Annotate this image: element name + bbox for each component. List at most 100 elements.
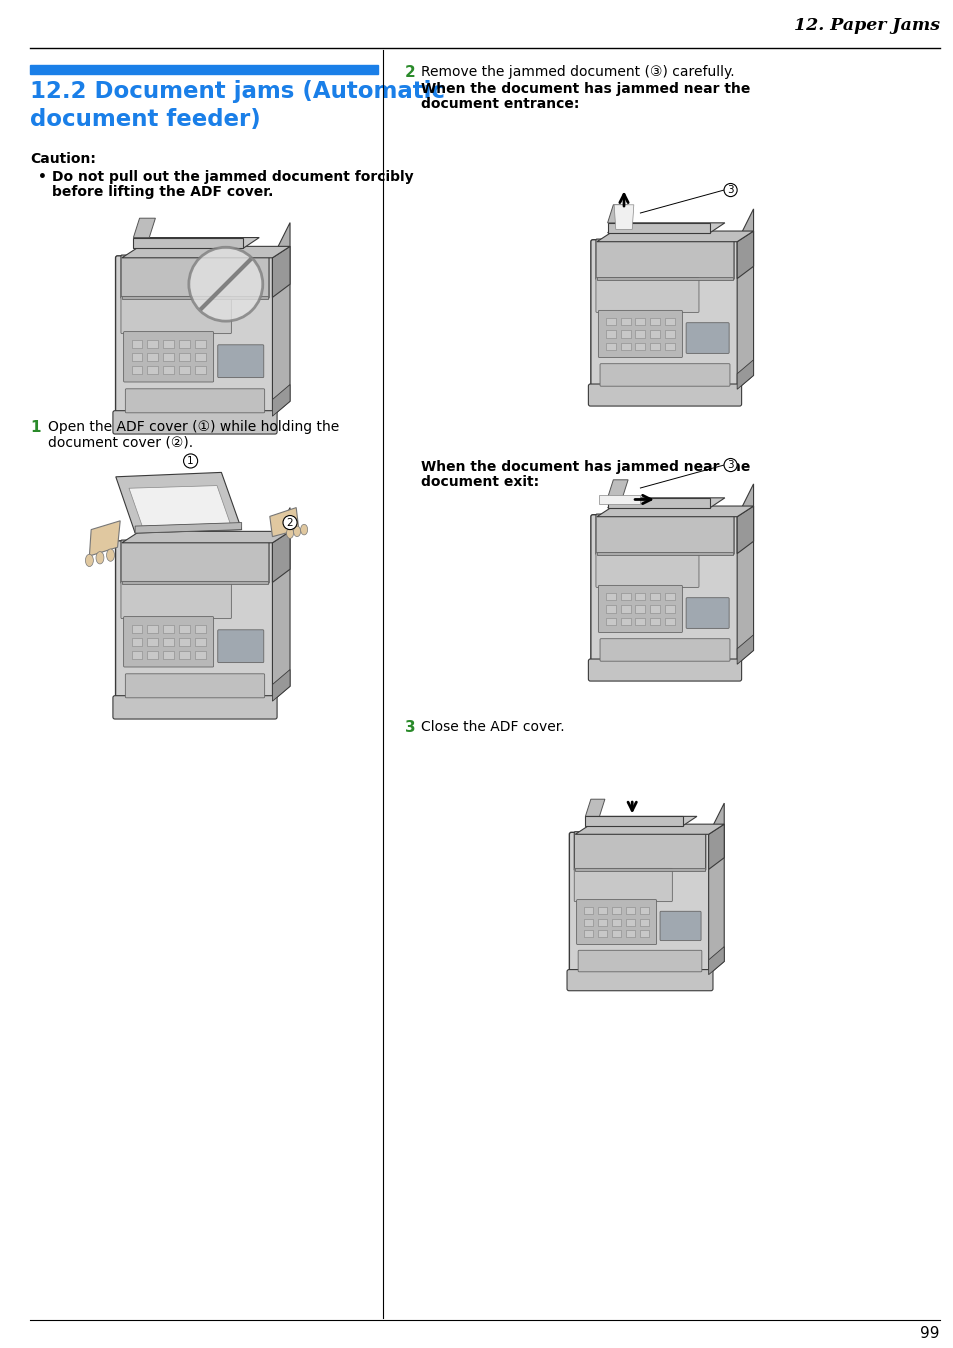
FancyBboxPatch shape <box>121 541 269 584</box>
Polygon shape <box>273 384 290 417</box>
FancyBboxPatch shape <box>112 696 276 718</box>
Polygon shape <box>614 205 633 229</box>
FancyBboxPatch shape <box>217 630 263 663</box>
FancyBboxPatch shape <box>576 899 656 945</box>
FancyBboxPatch shape <box>598 585 681 632</box>
Bar <box>598 930 607 937</box>
Polygon shape <box>90 520 120 555</box>
Bar <box>148 638 158 646</box>
Bar <box>148 353 158 361</box>
Bar <box>635 342 644 350</box>
Polygon shape <box>575 868 704 871</box>
Bar <box>639 930 649 937</box>
FancyBboxPatch shape <box>588 659 740 681</box>
Polygon shape <box>598 495 639 504</box>
FancyBboxPatch shape <box>112 411 276 434</box>
Polygon shape <box>273 670 290 701</box>
FancyBboxPatch shape <box>115 541 274 704</box>
FancyBboxPatch shape <box>599 364 729 386</box>
Polygon shape <box>273 508 290 701</box>
Polygon shape <box>708 803 723 975</box>
Text: document cover (②).: document cover (②). <box>48 435 193 449</box>
Bar <box>194 367 205 373</box>
FancyBboxPatch shape <box>217 345 263 377</box>
Ellipse shape <box>286 528 294 538</box>
Circle shape <box>189 247 262 321</box>
Bar <box>132 340 142 348</box>
Bar <box>650 330 659 337</box>
Bar <box>620 605 630 612</box>
Polygon shape <box>607 497 709 508</box>
FancyBboxPatch shape <box>590 240 739 391</box>
Circle shape <box>183 454 197 468</box>
Bar <box>598 907 607 914</box>
Polygon shape <box>708 824 723 869</box>
Bar <box>625 918 635 926</box>
Bar <box>132 638 142 646</box>
Bar <box>179 340 190 348</box>
FancyBboxPatch shape <box>124 332 213 381</box>
Bar <box>179 353 190 361</box>
Bar <box>650 605 659 612</box>
Ellipse shape <box>294 526 300 537</box>
FancyBboxPatch shape <box>574 832 705 871</box>
Bar <box>605 593 615 600</box>
Polygon shape <box>607 222 709 233</box>
Bar <box>635 318 644 325</box>
Bar <box>620 593 630 600</box>
Bar <box>611 918 620 926</box>
Bar <box>179 367 190 373</box>
Polygon shape <box>607 497 724 508</box>
Polygon shape <box>133 237 243 248</box>
Ellipse shape <box>107 549 114 561</box>
Bar <box>194 353 205 361</box>
Polygon shape <box>607 480 627 497</box>
FancyBboxPatch shape <box>574 868 672 902</box>
Polygon shape <box>129 485 230 526</box>
Polygon shape <box>597 551 732 555</box>
Text: 2: 2 <box>405 65 416 80</box>
Bar <box>664 593 674 600</box>
Circle shape <box>723 458 737 472</box>
Bar <box>639 907 649 914</box>
Ellipse shape <box>96 551 104 563</box>
FancyBboxPatch shape <box>578 950 701 972</box>
FancyBboxPatch shape <box>590 515 739 666</box>
Text: 99: 99 <box>920 1325 939 1340</box>
Polygon shape <box>597 231 753 241</box>
Bar <box>635 593 644 600</box>
Bar <box>194 340 205 348</box>
Bar <box>605 605 615 612</box>
Polygon shape <box>115 472 241 532</box>
Polygon shape <box>737 209 753 390</box>
Polygon shape <box>122 247 290 257</box>
FancyBboxPatch shape <box>685 322 728 353</box>
Bar <box>583 918 593 926</box>
Bar <box>148 651 158 659</box>
Bar <box>605 617 615 625</box>
Bar <box>163 651 173 659</box>
FancyBboxPatch shape <box>596 239 733 279</box>
Bar <box>179 651 190 659</box>
Bar <box>194 651 205 659</box>
Bar <box>664 342 674 350</box>
Text: Do not pull out the jammed document forcibly: Do not pull out the jammed document forc… <box>52 170 414 183</box>
Bar <box>132 353 142 361</box>
Polygon shape <box>270 508 298 537</box>
Polygon shape <box>133 237 259 248</box>
Bar <box>583 930 593 937</box>
Text: document feeder): document feeder) <box>30 108 260 131</box>
FancyBboxPatch shape <box>121 297 232 333</box>
Polygon shape <box>585 817 697 826</box>
FancyBboxPatch shape <box>124 616 213 667</box>
FancyBboxPatch shape <box>596 278 699 313</box>
FancyBboxPatch shape <box>659 911 700 941</box>
Bar <box>650 593 659 600</box>
Bar <box>639 918 649 926</box>
Text: Remove the jammed document (③) carefully.: Remove the jammed document (③) carefully… <box>420 65 734 80</box>
Polygon shape <box>122 531 290 543</box>
Bar <box>650 617 659 625</box>
Bar <box>163 638 173 646</box>
Bar <box>163 367 173 373</box>
Bar <box>163 340 173 348</box>
